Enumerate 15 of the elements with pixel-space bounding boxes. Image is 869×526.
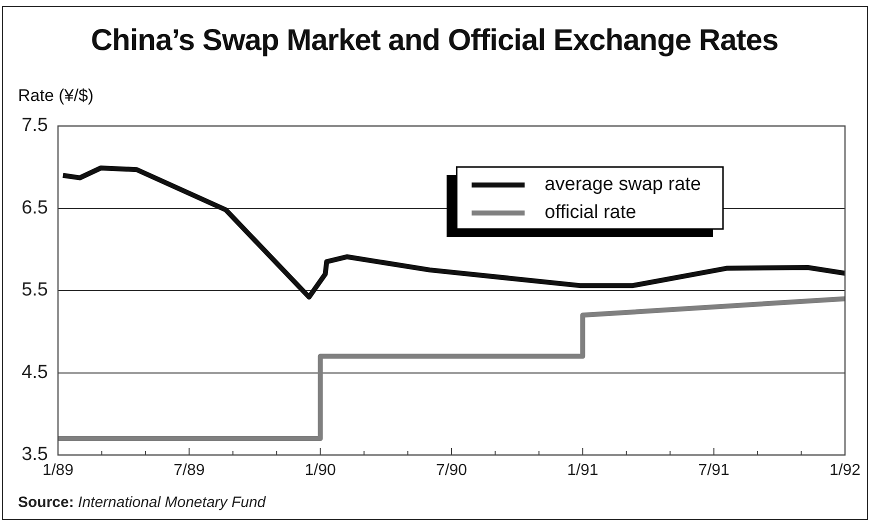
legend-label: official rate xyxy=(544,202,636,224)
x-tick-label: 1/90 xyxy=(304,462,336,480)
y-tick-label: 6.5 xyxy=(22,197,48,218)
x-tick-label: 7/90 xyxy=(436,462,468,480)
legend-label: average swap rate xyxy=(544,174,702,196)
y-axis-title: Rate (¥/$) xyxy=(18,86,94,106)
y-tick-label: 4.5 xyxy=(22,362,48,383)
y-tick-label: 7.5 xyxy=(22,115,48,136)
source-note: Source: International Monetary Fund xyxy=(18,494,266,511)
x-tick-label: 7/91 xyxy=(698,462,730,480)
x-tick-label: 1/91 xyxy=(567,462,598,480)
x-tick-label: 1/92 xyxy=(829,462,861,480)
x-tick-label: 7/89 xyxy=(174,462,205,480)
chart-title: China’s Swap Market and Official Exchange Rates xyxy=(90,24,780,58)
y-tick-label: 5.5 xyxy=(22,280,48,301)
